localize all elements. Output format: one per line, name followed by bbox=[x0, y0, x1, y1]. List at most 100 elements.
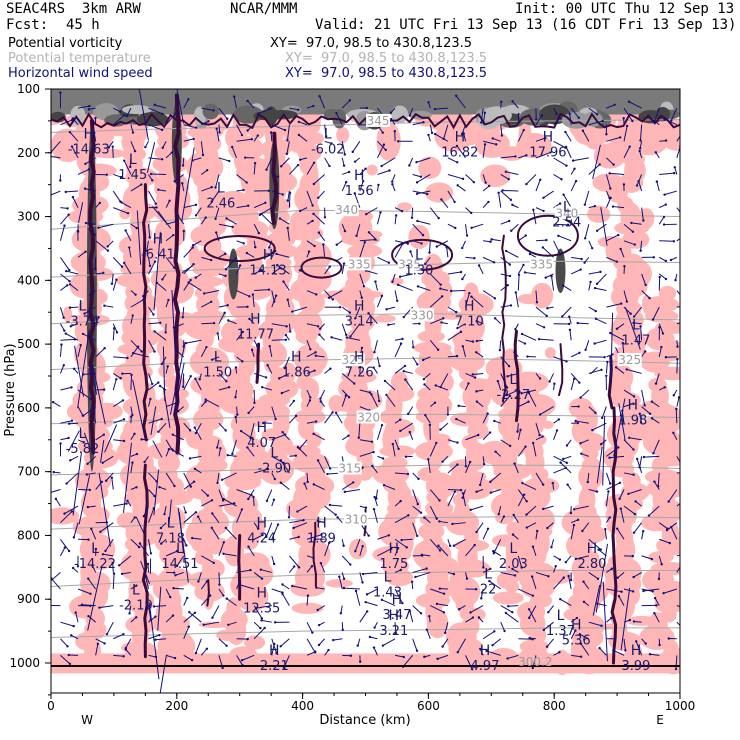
y-tick-label: 600 bbox=[17, 401, 40, 415]
extrema-type: H bbox=[480, 643, 491, 659]
wind-vector-head bbox=[452, 544, 456, 547]
wind-vector-head bbox=[520, 332, 524, 336]
wind-vector bbox=[370, 394, 378, 407]
wind-vector-head bbox=[500, 134, 504, 137]
theta-label: 315 bbox=[338, 461, 361, 475]
wind-vector-head bbox=[456, 463, 459, 466]
wind-vector-head bbox=[438, 499, 441, 502]
wind-vector bbox=[174, 174, 185, 182]
wind-vector-head bbox=[280, 391, 284, 395]
wind-vector bbox=[482, 112, 486, 125]
wind-vector bbox=[145, 576, 149, 590]
wind-vector bbox=[352, 141, 361, 153]
wind-vector-head bbox=[445, 246, 448, 249]
wind-vector bbox=[252, 294, 255, 308]
wind-vector-head bbox=[416, 219, 419, 223]
wind-vector-head bbox=[610, 567, 614, 570]
wind-vector-head bbox=[212, 561, 215, 565]
wind-vector-head bbox=[391, 280, 394, 283]
wind-vector-head bbox=[361, 544, 364, 548]
wind-vector-head bbox=[273, 642, 276, 646]
wind-vector bbox=[535, 290, 538, 303]
wind-vector-head bbox=[314, 420, 318, 423]
wind-vector bbox=[306, 472, 309, 483]
wind-vector bbox=[453, 538, 466, 547]
wind-vector bbox=[514, 463, 519, 474]
wind-vector bbox=[64, 505, 79, 515]
wind-vector bbox=[573, 157, 589, 162]
wind-vector bbox=[471, 223, 484, 229]
wind-vector-head bbox=[631, 554, 634, 558]
wind-vector bbox=[499, 340, 502, 351]
x-tick-label: 600 bbox=[417, 699, 440, 713]
wind-vector bbox=[218, 304, 228, 308]
wind-vector-head bbox=[507, 364, 511, 368]
wind-vector bbox=[465, 207, 472, 214]
wind-vector-head bbox=[455, 310, 458, 314]
wind-vector-head bbox=[298, 269, 302, 272]
wind-vector bbox=[465, 224, 468, 236]
wind-vector-head bbox=[194, 214, 198, 217]
pv-shade-blob bbox=[224, 473, 262, 491]
wind-vector bbox=[551, 276, 555, 291]
wind-vector-head bbox=[483, 143, 487, 146]
theta-label-bg bbox=[344, 512, 369, 526]
wind-vector-head bbox=[93, 267, 97, 271]
wind-vector-head bbox=[88, 104, 91, 108]
wind-vector-head bbox=[92, 407, 96, 410]
wind-vector-head bbox=[528, 636, 531, 640]
wind-vector bbox=[324, 412, 333, 424]
wind-vector-head bbox=[377, 183, 380, 187]
wind-vector bbox=[412, 505, 422, 514]
pv-contour bbox=[172, 93, 181, 455]
wind-vector bbox=[319, 389, 326, 399]
wind-vector-head bbox=[312, 161, 316, 165]
wind-vector bbox=[641, 531, 644, 540]
wind-vector bbox=[440, 288, 449, 292]
theta-label: 300.2 bbox=[518, 655, 552, 669]
pv-shade-blob bbox=[164, 311, 199, 330]
wind-vector bbox=[125, 638, 132, 649]
wind-vector bbox=[395, 472, 408, 475]
wind-vector bbox=[412, 240, 422, 244]
wind-vector-head bbox=[240, 133, 244, 137]
wind-vector-head bbox=[128, 612, 131, 615]
wind-vector-head bbox=[227, 386, 231, 389]
wind-vector-head bbox=[314, 354, 317, 357]
wind-vector-head bbox=[87, 108, 91, 111]
wind-vector bbox=[359, 181, 364, 192]
wind-vector-head bbox=[399, 568, 403, 572]
wind-vector-head bbox=[317, 623, 321, 627]
wind-vector bbox=[77, 251, 86, 258]
wind-vector bbox=[317, 605, 325, 611]
wind-vector bbox=[95, 643, 99, 656]
pv-shade-blob bbox=[656, 536, 680, 556]
theta-label: 335 bbox=[398, 257, 421, 271]
wind-vector-head bbox=[654, 382, 658, 385]
wind-vector bbox=[482, 432, 491, 441]
wind-vector bbox=[447, 331, 462, 341]
wind-vector bbox=[633, 620, 642, 623]
pv-shade-blob bbox=[194, 248, 230, 270]
wind-vector bbox=[550, 539, 555, 548]
extrema-value: -14.22 bbox=[74, 557, 116, 572]
wind-vector bbox=[436, 240, 449, 248]
wind-vector bbox=[201, 186, 212, 192]
wind-vector-head bbox=[256, 527, 260, 530]
wind-vector-head bbox=[562, 193, 565, 196]
wind-vector bbox=[317, 460, 326, 474]
wind-vector-head bbox=[309, 348, 312, 351]
wind-vector bbox=[439, 520, 448, 524]
wind-vector bbox=[620, 248, 625, 258]
wind-vector-head bbox=[598, 646, 601, 650]
wind-vector-head bbox=[298, 158, 302, 161]
wind-vector-head bbox=[246, 99, 249, 103]
wind-vector bbox=[266, 157, 273, 170]
wind-vector bbox=[606, 303, 622, 308]
wind-vector-head bbox=[456, 161, 459, 164]
extrema-value: -2.90 bbox=[257, 461, 291, 476]
wind-vector bbox=[676, 554, 680, 557]
wind-vector-head bbox=[104, 549, 107, 553]
extrema-value: 1.45 bbox=[118, 168, 147, 183]
wind-vector-head bbox=[348, 99, 352, 102]
